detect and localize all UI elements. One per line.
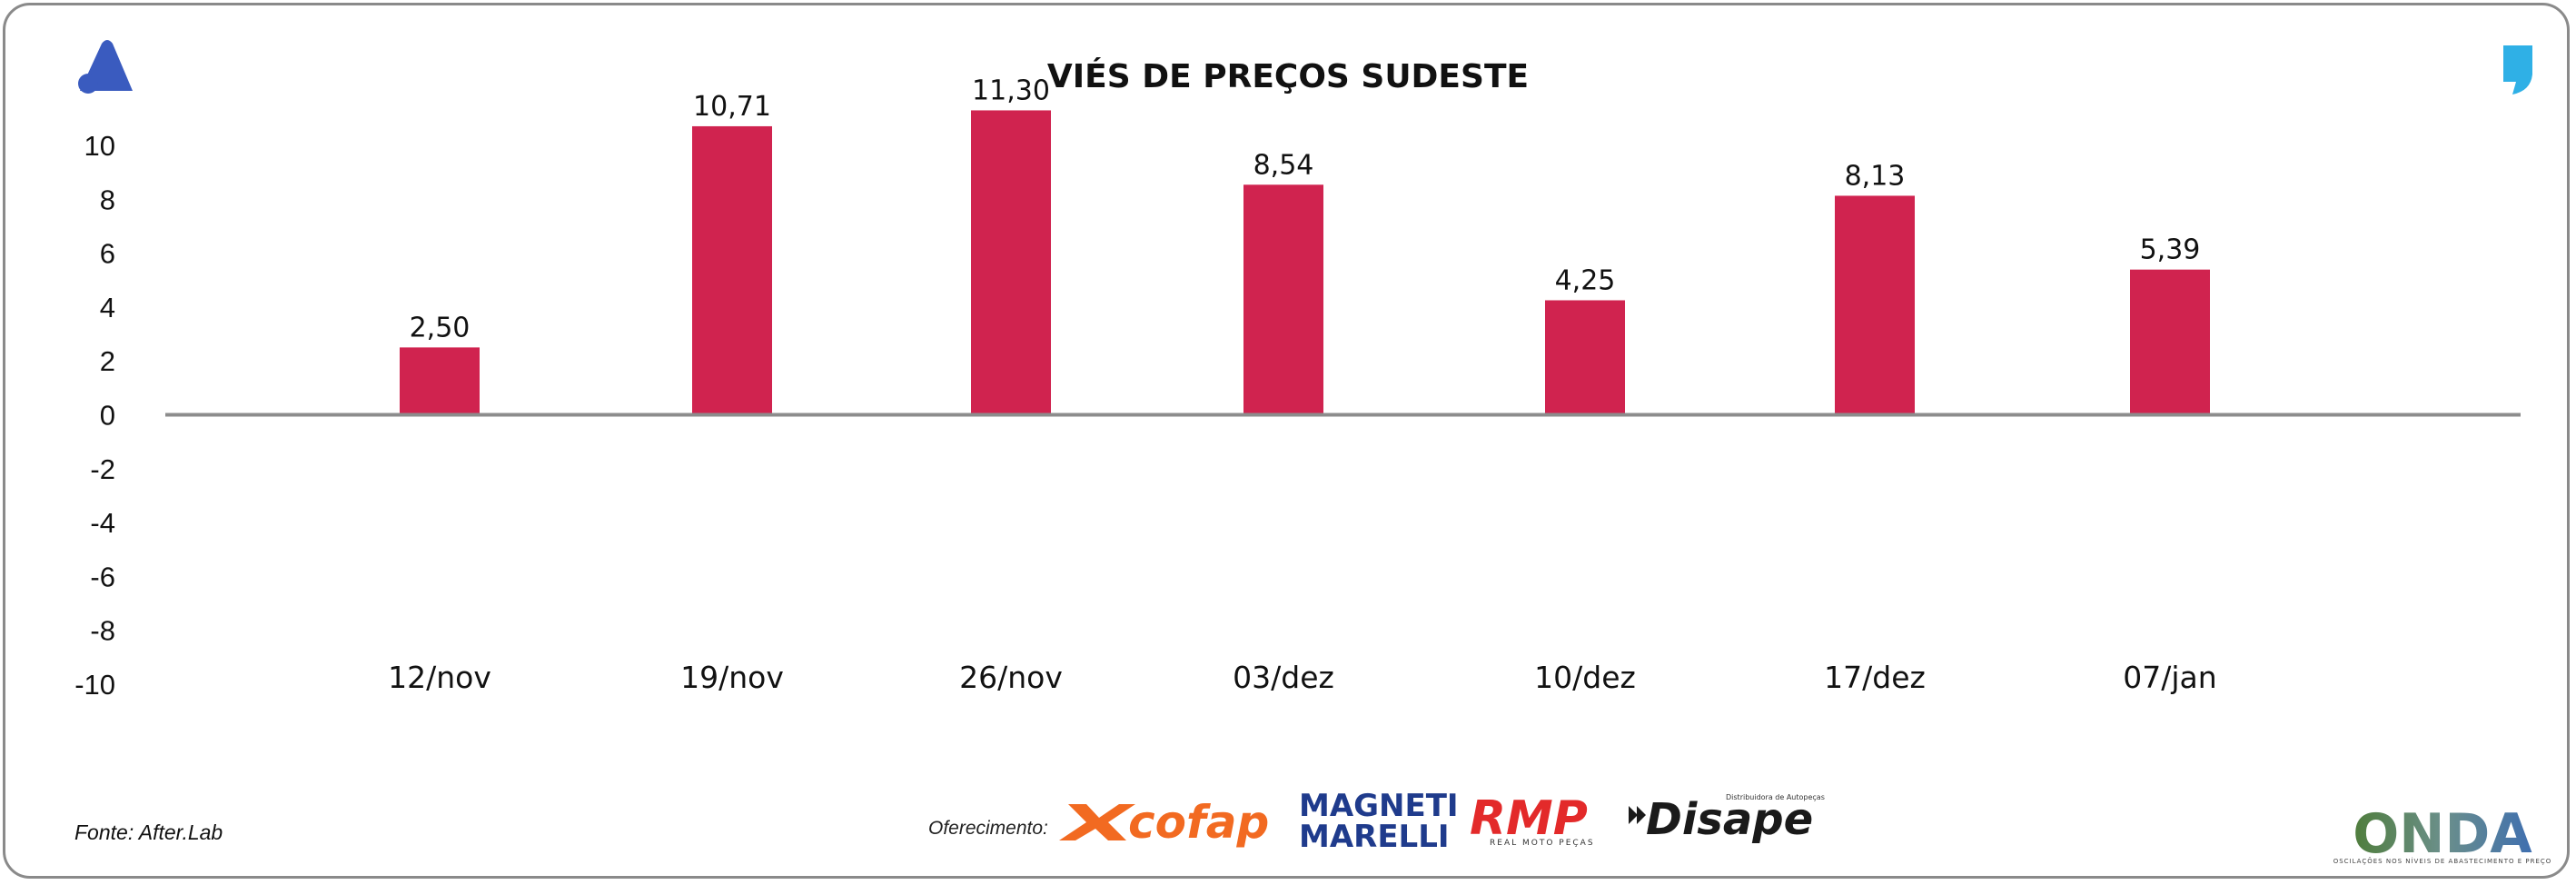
chart-title: VIÉS DE PREÇOS SUDESTE: [1047, 57, 1529, 95]
bar: [1243, 184, 1323, 415]
chart-card: [3, 3, 2570, 879]
data-label: 8,13: [1845, 160, 1906, 192]
x-axis: 12/nov 19/nov 26/nov 03/dez 10/dez 17/dez 07/j…: [388, 660, 2217, 695]
data-label: 11,30: [972, 75, 1050, 106]
x-tick-label: 19/nov: [680, 660, 784, 695]
x-tick-label: 03/dez: [1233, 660, 1334, 695]
magneti-marelli-logo: MAGNETI MARELLI: [1299, 788, 1459, 855]
data-label: 4,25: [1555, 264, 1616, 296]
bar: [971, 110, 1051, 415]
comma-quote-icon: [2503, 45, 2532, 94]
y-tick-label: -10: [74, 669, 115, 701]
disape-logo: Distribuidora de Autopeças Disape: [1629, 793, 1825, 845]
svg-text:MAGNETI: MAGNETI: [1299, 788, 1459, 824]
x-tick-label: 10/dez: [1534, 660, 1636, 695]
source-text: Fonte: After.Lab: [74, 820, 223, 844]
a-logo-icon: [78, 40, 133, 94]
x-tick-label: 17/dez: [1824, 660, 1926, 695]
y-tick-label: 4: [100, 292, 115, 323]
data-label: 10,71: [693, 91, 771, 123]
cofap-logo: cofap: [1059, 796, 1269, 849]
bar: [400, 347, 480, 415]
svg-text:ONDA: ONDA: [2353, 802, 2532, 866]
y-tick-label: -6: [90, 561, 115, 592]
bar: [2130, 269, 2210, 415]
y-tick-label: 6: [100, 238, 115, 270]
svg-text:OSCILAÇÕES NOS NÍVEIS DE ABAST: OSCILAÇÕES NOS NÍVEIS DE ABASTECIMENTO E…: [2333, 857, 2552, 865]
svg-text:Distribuidora de Autopeças: Distribuidora de Autopeças: [1726, 793, 1825, 801]
svg-text:Disape: Disape: [1646, 794, 1813, 845]
y-tick-label: 8: [100, 184, 115, 215]
y-tick-label: -4: [90, 507, 115, 539]
svg-text:REAL MOTO PEÇAS: REAL MOTO PEÇAS: [1490, 839, 1595, 848]
bar: [1835, 195, 1915, 415]
y-tick-label: -8: [90, 615, 115, 647]
rmp-logo: RMP REAL MOTO PEÇAS: [1470, 791, 1595, 848]
bars: [400, 110, 2210, 415]
svg-text:RMP: RMP: [1470, 791, 1588, 846]
data-label: 2,50: [410, 312, 471, 343]
svg-text:MARELLI: MARELLI: [1299, 819, 1450, 855]
data-label: 8,54: [1253, 149, 1314, 181]
bar: [692, 125, 772, 415]
x-tick-label: 12/nov: [388, 660, 491, 695]
data-label: 5,39: [2140, 234, 2201, 266]
y-tick-label: 10: [84, 130, 115, 162]
y-axis: 10 8 6 4 2 0 -2 -4 -6 -8 -10: [74, 130, 115, 701]
y-tick-label: 0: [100, 400, 115, 432]
bar: [1545, 300, 1625, 415]
x-tick-label: 26/nov: [959, 660, 1063, 695]
data-labels: 2,50 10,71 11,30 8,54 4,25 8,13 5,39: [410, 75, 2201, 343]
y-tick-label: 2: [100, 345, 115, 377]
svg-text:cofap: cofap: [1128, 796, 1269, 849]
onda-logo: ONDA OSCILAÇÕES NOS NÍVEIS DE ABASTECIME…: [2333, 802, 2552, 866]
x-tick-label: 07/jan: [2123, 660, 2216, 695]
sponsor-label: Oferecimento:: [928, 818, 1048, 839]
y-tick-label: -2: [90, 453, 115, 485]
